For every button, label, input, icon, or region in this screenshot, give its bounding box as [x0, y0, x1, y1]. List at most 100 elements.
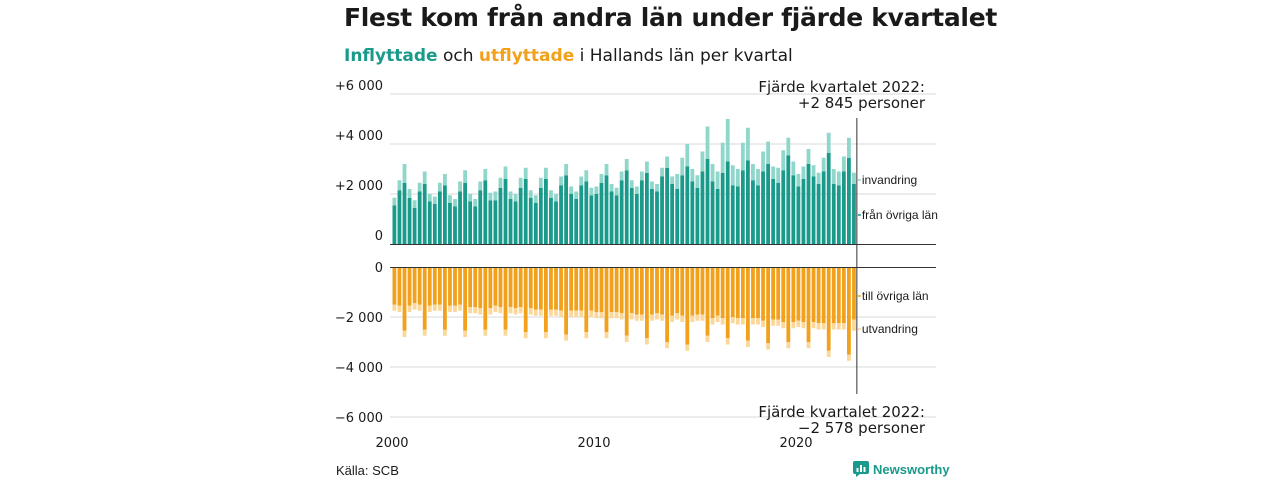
bar-in-other-54 [665, 167, 669, 244]
bar-in-abroad-9 [437, 182, 442, 192]
bar-in-abroad-18 [483, 169, 488, 181]
bar-in-abroad-64 [715, 171, 720, 189]
bar-in-other-42 [604, 175, 609, 244]
bar-in-other-30 [544, 179, 548, 244]
bar-in-abroad-67 [730, 165, 735, 186]
bar-in-other-79 [791, 175, 796, 244]
bar-in-other-33 [559, 185, 563, 244]
bar-in-abroad-4 [412, 200, 417, 208]
bar-out-other-44 [614, 267, 619, 312]
bar-in-other-32 [554, 201, 558, 244]
bar-out-other-2 [402, 267, 407, 331]
bar-out-abroad-64 [715, 315, 720, 322]
bar-out-abroad-62 [705, 335, 710, 342]
bar-in-abroad-77 [781, 150, 786, 171]
bar-in-abroad-53 [660, 167, 664, 177]
bar-in-abroad-50 [645, 161, 649, 173]
bar-out-other-74 [766, 267, 770, 344]
bar-in-abroad-52 [655, 184, 659, 192]
bar-out-other-80 [796, 267, 801, 321]
y-tick-bottom-0: 0 [375, 261, 383, 276]
bar-in-other-55 [670, 184, 675, 244]
bar-out-other-30 [544, 267, 548, 332]
bar-out-other-37 [579, 267, 584, 311]
bar-out-abroad-55 [670, 315, 675, 322]
bar-in-other-70 [746, 160, 750, 244]
bar-out-abroad-88 [836, 323, 841, 330]
bar-in-other-34 [564, 175, 568, 244]
bar-in-abroad-89 [841, 156, 846, 172]
bar-out-abroad-15 [468, 307, 473, 314]
newsworthy-logo[interactable]: Newsworthy [853, 461, 950, 477]
bar-in-other-22 [503, 179, 508, 244]
bar-out-abroad-82 [806, 342, 811, 349]
bar-in-other-0 [392, 205, 397, 244]
bar-in-abroad-81 [801, 166, 806, 179]
bar-out-abroad-75 [771, 319, 776, 326]
bar-in-abroad-74 [766, 141, 770, 164]
bar-out-abroad-60 [695, 314, 700, 321]
bar-in-abroad-78 [786, 137, 791, 156]
bar-out-abroad-80 [796, 320, 801, 327]
bar-in-abroad-20 [493, 191, 498, 201]
bar-out-other-24 [513, 267, 518, 309]
bar-in-other-87 [831, 184, 836, 244]
bar-out-other-63 [710, 267, 715, 319]
bar-in-abroad-84 [816, 172, 821, 184]
bar-out-other-43 [609, 267, 614, 312]
bar-in-abroad-86 [826, 132, 831, 153]
bar-in-abroad-5 [417, 182, 422, 192]
bar-in-other-12 [453, 206, 457, 244]
subtitle-rest: i Hallands län per kvartal [574, 46, 793, 66]
bar-in-other-89 [841, 171, 846, 244]
bar-out-other-16 [473, 267, 478, 307]
bar-out-other-11 [448, 267, 452, 306]
bar-out-other-34 [564, 267, 568, 335]
bar-out-abroad-70 [746, 340, 750, 347]
bar-in-abroad-41 [599, 174, 604, 183]
bar-out-other-21 [498, 267, 503, 307]
bar-out-abroad-77 [781, 322, 786, 329]
bar-in-other-72 [756, 185, 760, 244]
bar-out-abroad-10 [443, 329, 447, 336]
source-label: Källa: SCB [336, 463, 399, 478]
bar-in-other-36 [574, 199, 579, 244]
bar-out-abroad-11 [448, 305, 452, 312]
bar-out-other-3 [407, 267, 412, 306]
bar-in-other-74 [766, 164, 770, 244]
bar-out-abroad-72 [756, 318, 760, 325]
bar-in-other-78 [786, 155, 791, 244]
bar-out-abroad-17 [478, 308, 483, 315]
bar-in-abroad-62 [705, 126, 710, 159]
bar-out-abroad-3 [407, 305, 412, 312]
annotation-bottom-line2: −2 578 personer [798, 419, 926, 437]
bar-in-other-17 [478, 190, 483, 244]
bar-out-other-81 [801, 267, 806, 322]
bar-in-abroad-91 [852, 172, 856, 184]
bar-out-other-67 [730, 267, 735, 317]
bar-in-abroad-75 [771, 166, 776, 179]
bar-out-other-7 [427, 267, 432, 306]
bar-out-abroad-29 [538, 309, 543, 316]
y-tick-top-1: +4 000 [335, 129, 383, 144]
bar-in-abroad-34 [564, 164, 568, 176]
bar-out-abroad-37 [579, 310, 584, 317]
bar-in-other-88 [836, 185, 841, 244]
bar-in-abroad-37 [579, 176, 584, 186]
bar-out-abroad-54 [665, 342, 669, 349]
bar-out-other-61 [700, 267, 705, 315]
bar-in-abroad-32 [554, 194, 558, 202]
bar-out-abroad-67 [730, 317, 735, 324]
y-tick-bottom-1: −2 000 [335, 311, 383, 326]
subtitle-och: och [437, 46, 479, 66]
bar-out-abroad-76 [776, 319, 781, 326]
bar-out-abroad-26 [523, 332, 528, 339]
bar-out-abroad-56 [675, 313, 680, 320]
bar-out-other-5 [417, 267, 422, 305]
bar-out-other-45 [619, 267, 624, 314]
bar-out-abroad-84 [816, 323, 821, 330]
bar-out-other-54 [665, 267, 669, 342]
bar-out-other-56 [675, 267, 680, 314]
series-labels: invandring från övriga län till övriga l… [857, 173, 938, 336]
bar-out-abroad-43 [609, 312, 614, 319]
